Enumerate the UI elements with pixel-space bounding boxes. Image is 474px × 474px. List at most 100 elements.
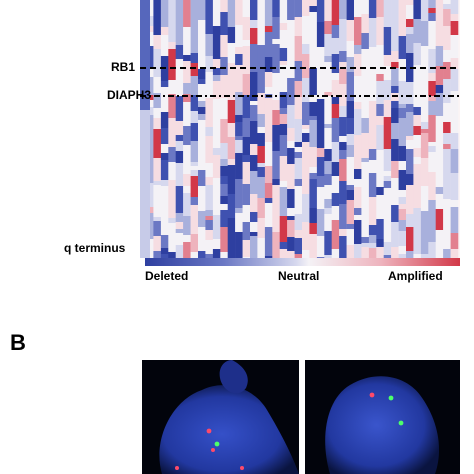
heatmap-cell (287, 208, 295, 216)
heatmap-cell (235, 25, 243, 41)
heatmap-cell (331, 118, 340, 142)
heatmap-cell (383, 80, 392, 100)
heatmap-cell (272, 222, 280, 232)
heatmap-cell (242, 251, 251, 257)
heatmap-cell (153, 185, 162, 194)
heatmap-cell (435, 156, 444, 175)
fish-signal-green (388, 395, 394, 401)
heatmap-cell (279, 187, 288, 216)
heatmap-cell (235, 140, 243, 153)
heatmap-cell (398, 209, 407, 220)
heatmap-cell (368, 101, 377, 127)
heatmap-cell (220, 12, 228, 35)
heatmap-cell (242, 40, 251, 46)
heatmap-cell (354, 109, 362, 135)
heatmap-cell (450, 53, 459, 58)
heatmap-cell (242, 184, 251, 205)
heatmap-cell (331, 25, 340, 38)
heatmap-cell (287, 237, 295, 243)
heatmap-cell (391, 189, 399, 205)
heatmap-cell (383, 188, 392, 210)
heatmap-cell (361, 221, 370, 237)
heatmap-cell (450, 138, 459, 149)
heatmap-cell (450, 149, 459, 173)
heatmap-cell (220, 119, 228, 143)
heatmap-cell (376, 116, 384, 125)
heatmap-cell (383, 100, 392, 117)
heatmap-cell (391, 51, 399, 62)
heatmap-cell (205, 230, 214, 240)
heatmap-cell (190, 234, 199, 252)
heatmap-cell (354, 135, 362, 152)
heatmap-cell (160, 0, 169, 27)
heatmap-cell (257, 238, 266, 242)
heatmap-cell (220, 227, 228, 252)
heatmap-cell (339, 142, 347, 150)
heatmap-cell (279, 114, 288, 124)
heatmap-cell (235, 208, 243, 213)
heatmap-cell (428, 249, 436, 258)
heatmap-cell (279, 249, 288, 258)
heatmap-cell (205, 254, 214, 258)
heatmap-cell (376, 174, 384, 187)
heatmap-cell (435, 209, 444, 230)
heatmap-cell (391, 108, 399, 123)
heatmap-cell (376, 104, 384, 116)
heatmap-cell (406, 185, 414, 214)
heatmap-cell (398, 108, 407, 118)
heatmap-cell (272, 185, 280, 209)
heatmap-cell (272, 100, 280, 110)
colorbar-amplified-label: Amplified (388, 269, 443, 283)
heatmap-cell (227, 100, 236, 123)
heatmap-cell (420, 84, 429, 99)
heatmap-cell (354, 17, 362, 45)
heatmap-cell (279, 156, 288, 181)
heatmap-cell (309, 58, 318, 68)
heatmap-cell (175, 121, 184, 135)
heatmap-cell (279, 61, 288, 65)
heatmap-cell (257, 114, 266, 127)
heatmap-cell (309, 120, 318, 137)
heatmap-cell (235, 65, 243, 92)
heatmap-cell (420, 186, 429, 211)
heatmap-cell (205, 240, 214, 254)
heatmap-cell (368, 47, 377, 62)
heatmap-cell (361, 158, 370, 162)
heatmap-cell (420, 129, 429, 133)
heatmap-cell (227, 87, 236, 100)
heatmap-cell (406, 19, 414, 27)
heatmap-cell (227, 245, 236, 258)
heatmap-cell (190, 111, 199, 123)
heatmap-cell (198, 211, 206, 227)
heatmap-cell (198, 69, 206, 79)
heatmap-cell (264, 142, 273, 166)
heatmap-cell (406, 174, 414, 185)
fish-signal-green (398, 420, 404, 426)
heatmap-cell (198, 48, 206, 69)
heatmap-cell (198, 251, 206, 258)
heatmap-cell (324, 199, 332, 208)
heatmap-cell (205, 216, 214, 220)
heatmap-cell (324, 185, 332, 199)
heatmap-cell (383, 66, 392, 80)
heatmap-cell (391, 86, 399, 93)
heatmap-cell (376, 247, 384, 258)
heatmap-cell (406, 53, 414, 82)
heatmap-cell (354, 169, 362, 179)
heatmap-cell (250, 101, 258, 105)
heatmap-cell (443, 144, 451, 149)
heatmap-cell (227, 137, 236, 159)
heatmap-cell (331, 97, 340, 104)
heatmap-cell (272, 209, 280, 222)
heatmap-cell (175, 186, 184, 213)
heatmap-cell (361, 162, 370, 178)
heatmap-cell (175, 69, 184, 96)
heatmap-cell (435, 138, 444, 156)
heatmap-cell (376, 0, 384, 17)
heatmap-cell (294, 214, 303, 230)
heatmap-cell (346, 41, 355, 57)
heatmap-cell (316, 148, 325, 157)
heatmap-cell (220, 204, 228, 210)
heatmap-cell (235, 122, 243, 136)
heatmap-cell (339, 236, 347, 258)
